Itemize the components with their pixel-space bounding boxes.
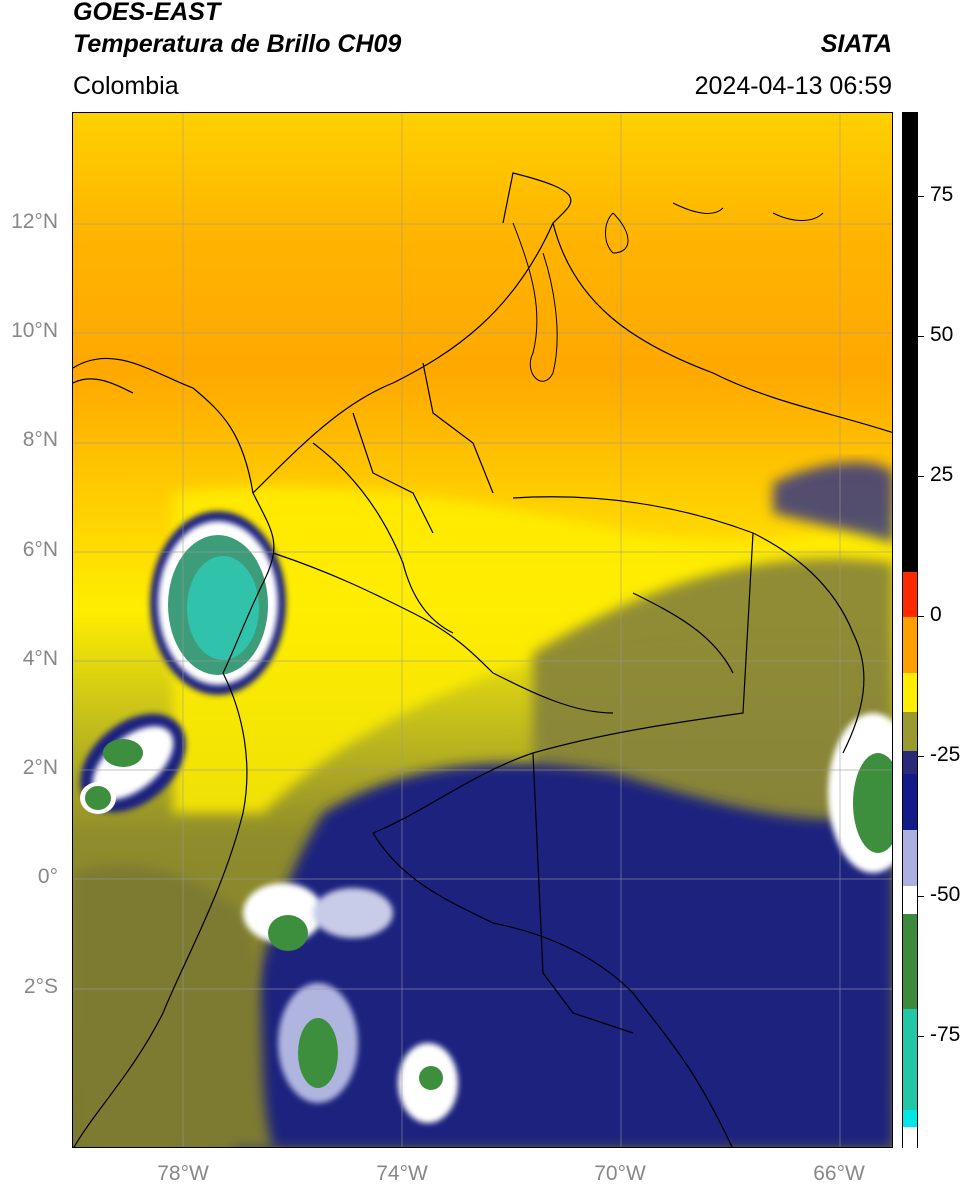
colorbar-tick-label: 0 bbox=[930, 603, 942, 626]
navy-region-east bbox=[773, 462, 892, 543]
lat-label-2s: 2°S bbox=[23, 975, 58, 998]
lat-label-4n: 4°N bbox=[22, 647, 58, 670]
colorbar-segment bbox=[903, 673, 917, 713]
colorbar-tick bbox=[918, 896, 924, 897]
coastline bbox=[512, 202, 824, 382]
colorbar-segment bbox=[903, 1126, 917, 1149]
colorbar-tick-label: 25 bbox=[930, 463, 954, 486]
lat-label-0: 0° bbox=[37, 865, 58, 888]
colorbar-tick-label: 75 bbox=[930, 183, 954, 206]
olive-region bbox=[533, 558, 892, 833]
satellite-map[interactable] bbox=[72, 112, 893, 1148]
lat-label-12n: 12°N bbox=[11, 210, 58, 233]
lon-label-66w: 66°W bbox=[813, 1162, 865, 1185]
colorbar-segment bbox=[903, 913, 917, 1009]
colorbar-tick-label: -75 bbox=[930, 1023, 961, 1046]
colorbar-tick-label: -50 bbox=[930, 883, 961, 906]
olive-southwest bbox=[73, 865, 273, 1147]
colorbar-tick bbox=[918, 196, 924, 197]
colorbar-segment bbox=[903, 885, 917, 914]
cloud-cluster-pacific bbox=[80, 713, 186, 814]
map-title-line2: Temperatura de Brillo CH09 bbox=[73, 30, 402, 58]
lat-label-8n: 8°N bbox=[22, 428, 58, 451]
colorbar-segment bbox=[903, 751, 917, 774]
colorbar-segment bbox=[903, 617, 917, 673]
lat-label-10n: 10°N bbox=[11, 319, 58, 342]
lon-label-70w: 70°W bbox=[594, 1162, 646, 1185]
colorbar-tick bbox=[918, 756, 924, 757]
lon-label-78w: 78°W bbox=[157, 1162, 209, 1185]
political-borders bbox=[73, 172, 892, 1147]
colorbar-segment bbox=[903, 1009, 917, 1110]
cloud-cluster-east bbox=[828, 713, 892, 873]
region-label: Colombia bbox=[73, 72, 179, 100]
brand-label: SIATA bbox=[820, 30, 892, 58]
colorbar-segment bbox=[903, 773, 917, 830]
colorbar-tick-label: -25 bbox=[930, 743, 961, 766]
colorbar bbox=[902, 112, 918, 1149]
colorbar-tick bbox=[918, 616, 924, 617]
lat-label-2n: 2°N bbox=[22, 756, 58, 779]
yellow-band bbox=[173, 486, 892, 813]
lat-label-6n: 6°N bbox=[22, 538, 58, 561]
lon-label-74w: 74°W bbox=[376, 1162, 428, 1185]
timestamp-label: 2024-04-13 06:59 bbox=[694, 72, 892, 100]
colorbar-segment bbox=[903, 1109, 917, 1127]
colorbar-segment bbox=[903, 572, 917, 617]
colorbar-segment bbox=[903, 829, 917, 886]
colorbar-tick bbox=[918, 1036, 924, 1037]
colorbar-tick bbox=[918, 336, 924, 337]
map-title-line1: GOES-EAST bbox=[73, 0, 221, 26]
colorbar-tick bbox=[918, 476, 924, 477]
colorbar-segment bbox=[903, 712, 917, 752]
navy-region-south bbox=[233, 763, 892, 1147]
cloud-cluster-south bbox=[243, 883, 458, 1123]
cloud-cluster-northwest bbox=[150, 511, 286, 695]
map-canvas bbox=[73, 113, 892, 1147]
colorbar-tick-label: 50 bbox=[930, 323, 954, 346]
map-gridlines bbox=[73, 113, 892, 1147]
colorbar-segment bbox=[903, 113, 917, 573]
